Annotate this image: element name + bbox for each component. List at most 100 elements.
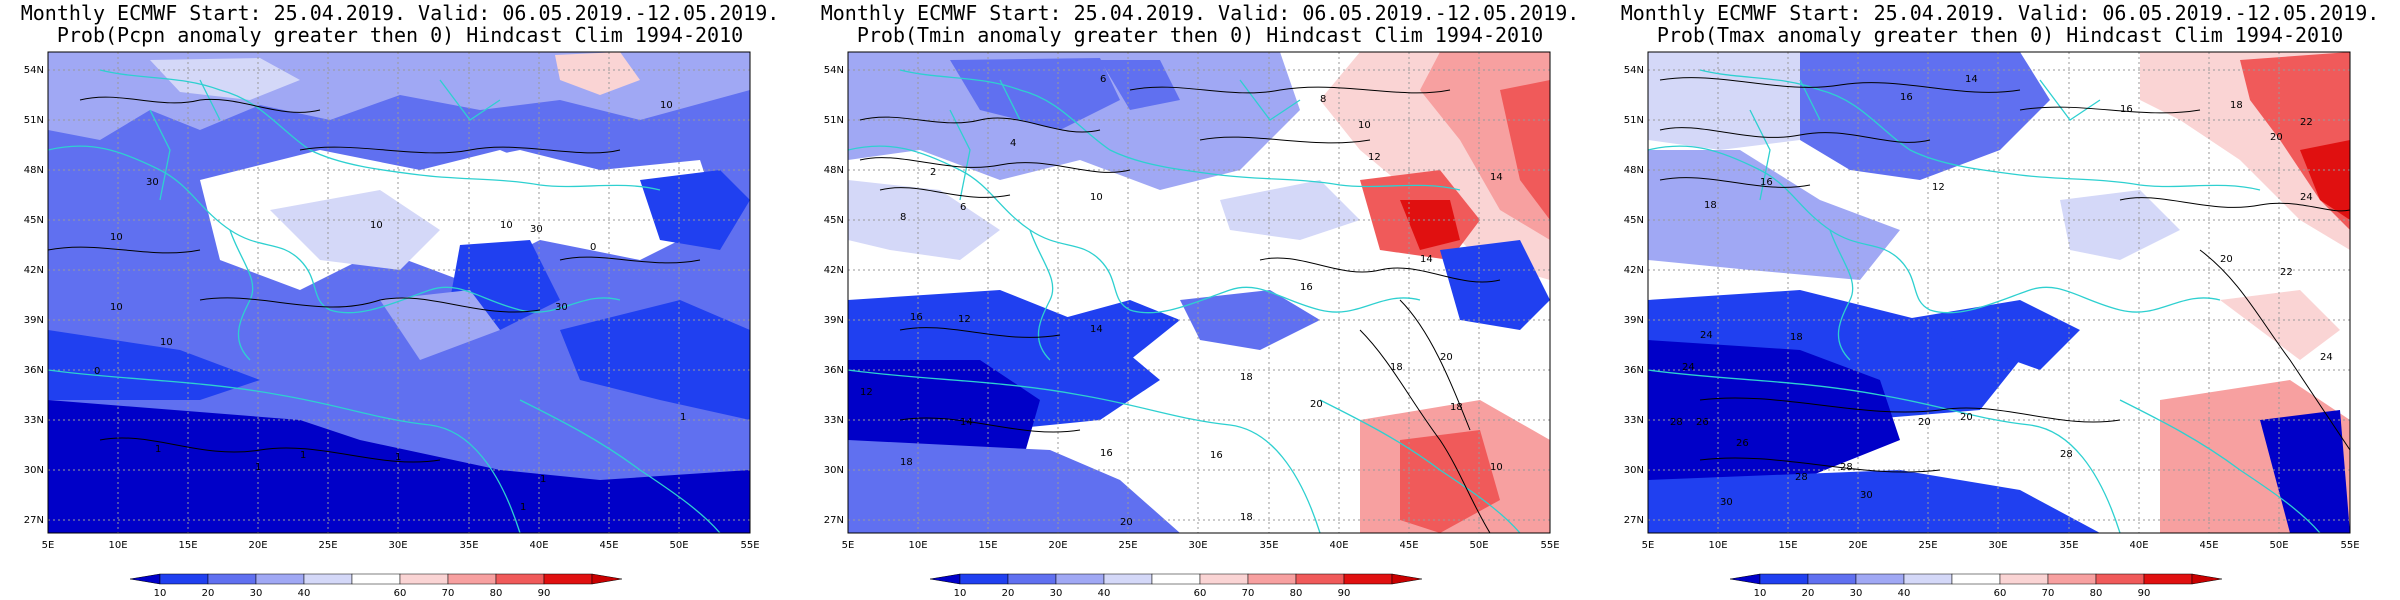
lon-tick: 15E bbox=[1778, 540, 1797, 551]
precip-map: 10 10 30 10 10 30 0 30 10 1 1 1 1 1 1 1 … bbox=[24, 51, 760, 599]
contour-label: 16 bbox=[1300, 282, 1313, 293]
colorbar-swatch bbox=[1999, 573, 2049, 585]
panel-title-line1: Monthly ECMWF Start: 25.04.2019. Valid: … bbox=[820, 1, 1580, 25]
lat-tick: 39N bbox=[824, 315, 844, 326]
lon-tick: 20E bbox=[1848, 540, 1867, 551]
contour-label: 30 bbox=[1720, 497, 1733, 508]
lon-tick: 45E bbox=[599, 540, 618, 551]
contour-label: 0 bbox=[590, 242, 596, 253]
contour-label: 28 bbox=[2060, 449, 2073, 460]
tmin-map: 6 8 10 12 14 4 2 6 8 10 14 16 12 18 20 1… bbox=[824, 51, 1560, 599]
lat-tick: 51N bbox=[1624, 115, 1644, 126]
colorbar-label: 10 bbox=[954, 588, 967, 599]
contour-label: 26 bbox=[1736, 438, 1749, 449]
colorbar-label: 30 bbox=[1050, 588, 1063, 599]
colorbar-swatch bbox=[255, 573, 305, 585]
colorbar-swatch bbox=[1055, 573, 1105, 585]
colorbar-label: 10 bbox=[1754, 588, 1767, 599]
contour-label: 20 bbox=[1120, 517, 1133, 528]
contour-label: 1 bbox=[395, 452, 401, 463]
contour-label: 12 bbox=[1932, 182, 1945, 193]
colorbar-label: 70 bbox=[1242, 588, 1255, 599]
panel-tmin: Monthly ECMWF Start: 25.04.2019. Valid: … bbox=[800, 0, 1600, 600]
contour-label: 4 bbox=[1010, 138, 1016, 149]
contour-label: 1 bbox=[680, 412, 686, 423]
colorbar-swatch bbox=[1807, 573, 1857, 585]
panel-title-line1: Monthly ECMWF Start: 25.04.2019. Valid: … bbox=[1620, 1, 2380, 25]
contour-label: 8 bbox=[1320, 94, 1326, 105]
colorbar: 10 20 30 40 60 70 80 90 bbox=[129, 573, 623, 599]
contour-label: 20 bbox=[1960, 412, 1973, 423]
contour-labels: 14 16 18 20 22 24 16 12 16 18 20 22 24 1… bbox=[1670, 74, 2333, 508]
colorbar-label: 70 bbox=[2042, 588, 2055, 599]
contour-label: 24 bbox=[1700, 330, 1713, 341]
contour-label: 14 bbox=[1090, 324, 1103, 335]
colorbar-label: 70 bbox=[442, 588, 455, 599]
colorbar-swatch bbox=[1951, 573, 2001, 585]
lat-tick: 27N bbox=[824, 515, 844, 526]
colorbar-swatch bbox=[1391, 573, 1423, 585]
lon-tick: 25E bbox=[1918, 540, 1937, 551]
lon-ticks: 5E 10E 15E 20E 25E 30E 35E 40E 45E 50E 5… bbox=[1642, 540, 2360, 551]
colorbar-label: 60 bbox=[1194, 588, 1207, 599]
lat-tick: 30N bbox=[24, 465, 44, 476]
colorbar-swatch bbox=[1343, 573, 1393, 585]
colorbar-label: 40 bbox=[1098, 588, 1111, 599]
lon-tick: 45E bbox=[1399, 540, 1418, 551]
lon-tick: 35E bbox=[1259, 540, 1278, 551]
contour-label: 12 bbox=[860, 387, 873, 398]
lat-tick: 42N bbox=[1624, 265, 1644, 276]
lon-tick: 10E bbox=[908, 540, 927, 551]
colorbar-swatch bbox=[959, 573, 1009, 585]
colorbar-swatch bbox=[447, 573, 497, 585]
contour-label: 1 bbox=[540, 474, 546, 485]
colorbar-swatch bbox=[2047, 573, 2097, 585]
colorbar-swatch bbox=[1007, 573, 1057, 585]
lat-tick: 27N bbox=[24, 515, 44, 526]
colorbar-swatch bbox=[399, 573, 449, 585]
lon-tick: 55E bbox=[2340, 540, 2359, 551]
contour-label: 1 bbox=[520, 502, 526, 513]
lon-tick: 10E bbox=[1708, 540, 1727, 551]
contour-label: 18 bbox=[2230, 100, 2243, 111]
colorbar-swatch bbox=[2095, 573, 2145, 585]
colorbar-swatch bbox=[591, 573, 623, 585]
lat-tick: 39N bbox=[24, 315, 44, 326]
contour-label: 0 bbox=[94, 366, 100, 377]
lat-tick: 33N bbox=[24, 415, 44, 426]
contour-label: 6 bbox=[960, 202, 966, 213]
contour-label: 24 bbox=[2300, 192, 2313, 203]
lon-ticks: 5E 10E 15E 20E 25E 30E 35E 40E 45E 50E 5… bbox=[42, 540, 760, 551]
colorbar-label: 40 bbox=[298, 588, 311, 599]
colorbar-label: 20 bbox=[202, 588, 215, 599]
contour-label: 18 bbox=[1790, 332, 1803, 343]
colorbar-label: 90 bbox=[2138, 588, 2151, 599]
panel-precip: Monthly ECMWF Start: 25.04.2019. Valid: … bbox=[0, 0, 800, 600]
lon-tick: 55E bbox=[1540, 540, 1559, 551]
panel-title-line2: Prob(Tmin anomaly greater then 0) Hindca… bbox=[856, 23, 1544, 47]
lat-tick: 30N bbox=[1624, 465, 1644, 476]
contour-label: 2 bbox=[930, 167, 936, 178]
coastlines bbox=[848, 69, 1521, 533]
contour-label: 18 bbox=[1450, 402, 1463, 413]
contour-label: 10 bbox=[1490, 462, 1503, 473]
probability-field bbox=[1648, 52, 2350, 533]
colorbar-swatch bbox=[129, 573, 161, 585]
colorbar-label: 30 bbox=[250, 588, 263, 599]
contour-label: 20 bbox=[1918, 417, 1931, 428]
lat-tick: 27N bbox=[1624, 515, 1644, 526]
lon-tick: 5E bbox=[42, 540, 55, 551]
lon-tick: 35E bbox=[2059, 540, 2078, 551]
contour-label: 30 bbox=[530, 224, 543, 235]
colorbar-swatch bbox=[1759, 573, 1809, 585]
colorbar-swatch bbox=[1103, 573, 1153, 585]
lat-tick: 36N bbox=[824, 365, 844, 376]
contour-label: 10 bbox=[1358, 120, 1371, 131]
contour-label: 18 bbox=[1240, 372, 1253, 383]
lat-tick: 33N bbox=[1624, 415, 1644, 426]
contour-label: 30 bbox=[555, 302, 568, 313]
colorbar-label: 90 bbox=[538, 588, 551, 599]
colorbar-swatch bbox=[159, 573, 209, 585]
contour-label: 12 bbox=[958, 314, 971, 325]
contour-label: 1 bbox=[300, 450, 306, 461]
